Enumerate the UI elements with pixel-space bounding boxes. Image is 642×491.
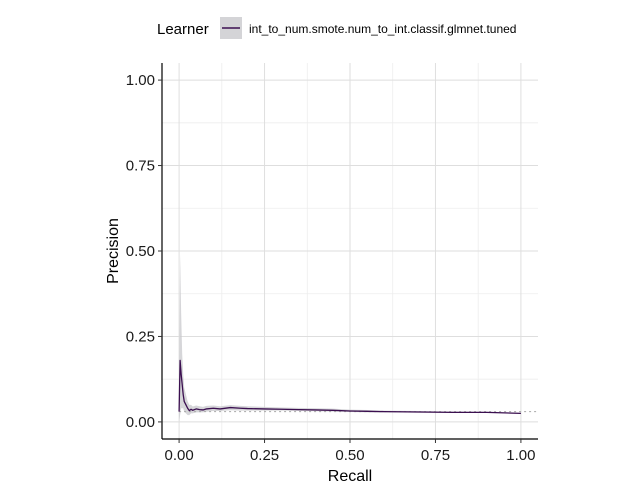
y-axis-title: Precision xyxy=(105,218,122,284)
y-tick-label: 1.00 xyxy=(126,72,155,89)
y-axis-ticks: 0.00 0.25 0.50 0.75 1.00 xyxy=(126,72,162,431)
x-tick-label: 0.75 xyxy=(421,447,450,464)
x-tick-label: 0.00 xyxy=(164,447,193,464)
x-axis-title: Recall xyxy=(328,468,372,485)
series-line xyxy=(178,359,521,415)
y-tick-label: 0.00 xyxy=(126,414,155,431)
legend-entry-label: int_to_num.smote.num_to_int.classif.glmn… xyxy=(249,22,516,36)
x-tick-label: 0.50 xyxy=(335,447,364,464)
series-line-layer xyxy=(178,359,521,415)
y-tick-label: 0.25 xyxy=(126,328,155,345)
y-tick-label: 0.75 xyxy=(126,158,155,175)
legend: Learner int_to_num.smote.num_to_int.clas… xyxy=(157,17,516,39)
x-tick-label: 1.00 xyxy=(506,447,535,464)
x-axis-ticks: 0.00 0.25 0.50 0.75 1.00 xyxy=(164,439,536,464)
legend-title: Learner xyxy=(157,21,209,38)
x-tick-label: 0.25 xyxy=(250,447,279,464)
major-gridlines xyxy=(162,63,538,439)
y-tick-label: 0.50 xyxy=(126,243,155,260)
